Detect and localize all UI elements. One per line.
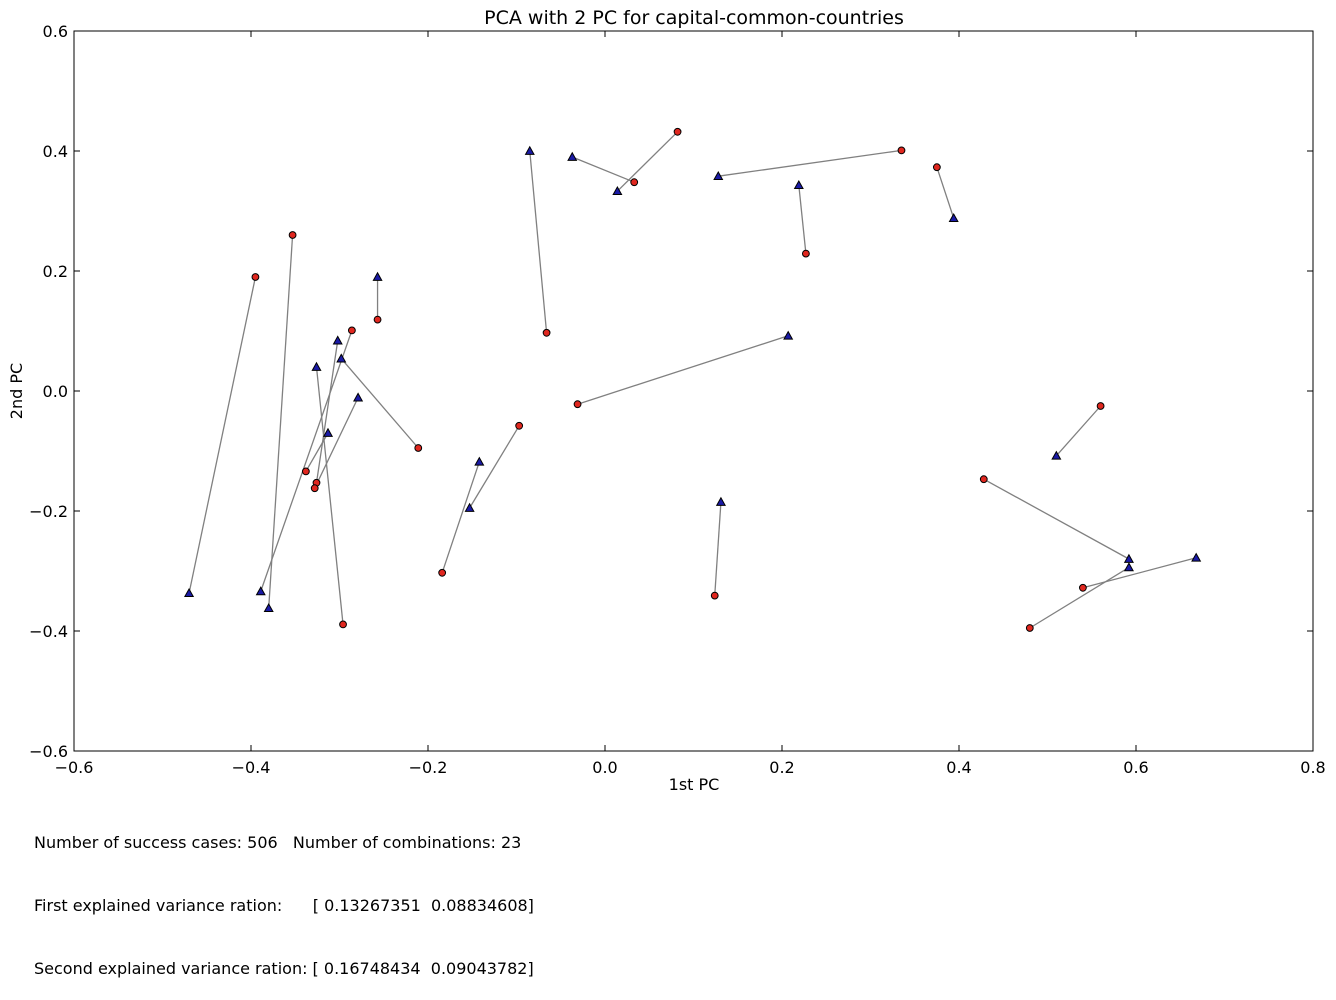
triangle-point xyxy=(948,212,959,223)
triangle-point xyxy=(567,151,578,161)
footer-stats: Number of success cases: 506 Number of c… xyxy=(34,790,534,1000)
triangle-point xyxy=(612,185,623,196)
circle-point xyxy=(414,444,423,452)
y-axis-label: 2nd PC xyxy=(7,363,26,419)
triangle-point xyxy=(255,586,266,596)
y-tick-label: 0.4 xyxy=(43,142,68,161)
y-tick-label: −0.6 xyxy=(29,742,68,761)
plot-frame xyxy=(73,30,1314,752)
pair-connector-line xyxy=(315,340,339,483)
triangle-point xyxy=(336,353,347,363)
y-tick-label: 0.6 xyxy=(43,22,68,41)
triangle-point xyxy=(332,335,343,345)
circle-point xyxy=(801,249,810,258)
pca-scatter-chart: PCA with 2 PC for capital-common-countri… xyxy=(7,7,1326,794)
x-axis-label: 1st PC xyxy=(669,775,720,794)
y-tick-label: −0.4 xyxy=(29,622,68,641)
circle-point xyxy=(979,475,988,484)
circle-point xyxy=(897,146,906,155)
x-tick-label: 0.6 xyxy=(1123,758,1148,777)
circle-point xyxy=(932,163,941,172)
footer-line-success-cases: Number of success cases: 506 Number of c… xyxy=(34,833,522,852)
circle-point xyxy=(1025,624,1034,632)
pair-connector-line xyxy=(314,397,359,489)
circle-point xyxy=(288,231,297,239)
pair-connector-line xyxy=(469,425,520,509)
x-tick-label: −0.2 xyxy=(409,758,448,777)
pair-connector-line xyxy=(616,131,679,192)
triangle-point xyxy=(1123,553,1134,563)
pair-connector-line xyxy=(260,330,353,592)
triangle-point xyxy=(311,361,322,371)
pair-connector-line xyxy=(441,461,480,574)
triangle-point xyxy=(524,145,535,155)
pair-connector-line xyxy=(529,150,548,333)
circle-point xyxy=(630,178,639,187)
y-tick-label: −0.2 xyxy=(29,502,68,521)
pair-connector-line xyxy=(714,501,722,596)
circle-point xyxy=(251,273,260,281)
circle-point xyxy=(1079,583,1087,592)
circle-point xyxy=(310,484,319,493)
triangle-point xyxy=(1123,562,1134,572)
pair-connector-line xyxy=(798,185,807,254)
triangle-point xyxy=(1051,450,1062,460)
x-tick-label: 0.2 xyxy=(769,758,794,777)
circle-point xyxy=(542,328,551,337)
triangle-point xyxy=(322,427,334,437)
triangle-point xyxy=(372,271,383,281)
chart-title: PCA with 2 PC for capital-common-countri… xyxy=(484,7,904,29)
pair-connector-line xyxy=(936,166,955,219)
pair-connector-line xyxy=(983,478,1130,560)
x-tick-label: −0.6 xyxy=(55,758,94,777)
x-tick-label: −0.4 xyxy=(232,758,271,777)
y-tick-label: 0.0 xyxy=(43,382,68,401)
pair-connector-line xyxy=(1029,566,1130,629)
circle-point xyxy=(373,315,382,324)
pair-connector-line xyxy=(1082,557,1197,589)
triangle-point xyxy=(783,330,794,340)
circle-point xyxy=(347,326,356,335)
footer-line-second-variance: Second explained variance ration: [ 0.16… xyxy=(34,959,534,978)
triangle-point xyxy=(353,392,364,402)
circle-point xyxy=(1096,402,1105,410)
circle-point xyxy=(515,421,524,430)
circle-point xyxy=(339,620,347,629)
footer-line-first-variance: First explained variance ration: [ 0.132… xyxy=(34,896,534,915)
triangle-point xyxy=(474,456,485,466)
pair-connector-line xyxy=(718,149,902,177)
x-tick-label: 0.8 xyxy=(1300,758,1325,777)
circle-point xyxy=(438,568,447,577)
y-tick-label: 0.2 xyxy=(43,262,68,281)
triangle-point xyxy=(263,602,274,613)
x-tick-label: 0.0 xyxy=(592,758,617,777)
pair-connector-line xyxy=(340,358,419,449)
circle-point xyxy=(301,467,310,476)
pair-lines xyxy=(188,131,1197,629)
triangle-point xyxy=(793,179,804,190)
data-points xyxy=(184,127,1202,632)
pair-connector-line xyxy=(1055,405,1102,457)
triangle-point xyxy=(464,502,475,512)
pair-connector-line xyxy=(188,276,257,594)
circle-point xyxy=(573,400,582,409)
plot-axes: −0.6 −0.4 −0.2 0.0 0.2 0.4 0.6 0.8 −0.6 −0.4 −0.2 0… xyxy=(29,22,1326,777)
pair-connector-line xyxy=(572,156,635,183)
pair-connector-line xyxy=(268,234,294,609)
circle-point xyxy=(710,591,719,600)
triangle-point xyxy=(713,170,724,181)
pair-connector-line xyxy=(577,335,789,405)
x-tick-label: 0.4 xyxy=(946,758,971,777)
circle-point xyxy=(673,127,682,136)
triangle-point xyxy=(184,587,195,598)
pair-connector-line xyxy=(315,366,344,625)
triangle-point xyxy=(1191,552,1202,562)
triangle-point xyxy=(715,496,726,506)
